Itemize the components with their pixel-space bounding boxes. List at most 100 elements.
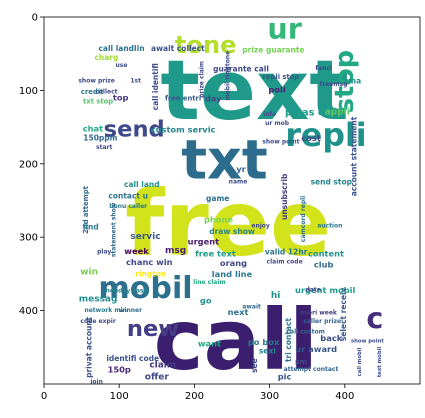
cloud-word: back xyxy=(320,333,342,343)
cloud-word: privat account xyxy=(85,316,94,378)
cloud-word: freemsg xyxy=(320,81,348,88)
y-tick-label: 200 xyxy=(19,159,38,170)
cloud-word: txt stop xyxy=(83,97,113,105)
cloud-word: urgent mobil xyxy=(295,285,355,295)
cloud-word: sm xyxy=(295,358,307,367)
x-tick-label: 100 xyxy=(110,391,129,402)
cloud-word: free entri xyxy=(165,95,201,103)
cloud-word: go xyxy=(200,295,212,305)
cloud-word: draw show xyxy=(209,227,255,236)
cloud-word: xma xyxy=(343,76,361,85)
cloud-word: day xyxy=(205,94,222,104)
y-tick-label: 300 xyxy=(19,233,38,244)
cloud-word: everi week xyxy=(300,309,338,316)
cloud-word: date xyxy=(306,287,321,294)
cloud-word: repli stop xyxy=(263,73,300,81)
y-tick-label: 400 xyxy=(19,306,38,317)
cloud-word: fanci xyxy=(315,65,332,72)
cloud-word: guarante call xyxy=(213,65,269,74)
cloud-word: yr xyxy=(236,164,246,174)
cloud-word: mobil xyxy=(98,271,192,306)
cloud-word: appli xyxy=(325,107,350,117)
cloud-word: mobil ringtone xyxy=(225,51,232,101)
cloud-word: stop xyxy=(330,50,360,113)
plot-background xyxy=(44,17,420,384)
cloud-word: want xyxy=(198,339,221,349)
x-tick-label: 300 xyxy=(260,391,279,402)
cloud-word: hi xyxy=(271,291,281,301)
cloud-word: pleas call xyxy=(285,108,337,119)
cloud-word: po box xyxy=(248,337,280,347)
cloud-word: club xyxy=(314,259,334,269)
axes-frame xyxy=(43,16,421,385)
cloud-word: orang xyxy=(220,258,247,268)
cloud-word: network min xyxy=(84,307,127,314)
cloud-word: ur mob xyxy=(265,120,290,127)
cloud-word: win xyxy=(80,267,98,277)
cloud-word: game xyxy=(206,194,229,203)
cloud-word: call identifi xyxy=(151,63,160,110)
cloud-word: winner xyxy=(119,307,142,314)
cloud-word: 150ppm xyxy=(83,134,117,143)
cloud-word: text mobil xyxy=(377,347,383,378)
cloud-word: await xyxy=(242,303,261,310)
cloud-word: start xyxy=(96,144,112,151)
cloud-word: credit xyxy=(81,88,104,96)
cloud-word: chat xyxy=(83,124,103,134)
cloud-word: chanc win xyxy=(126,257,173,267)
y-tick-label: 0 xyxy=(32,13,38,24)
y-tick-label: 100 xyxy=(19,86,38,97)
cloud-word: contact u xyxy=(108,192,148,201)
cloud-word: servic xyxy=(130,232,160,242)
cloud-word: c xyxy=(366,301,383,335)
cloud-word: cost xyxy=(301,133,321,143)
cloud-word: info xyxy=(263,111,276,118)
cloud-word: find xyxy=(82,222,98,231)
cloud-word: call landlin xyxy=(98,44,144,53)
cloud-word: 2nd attempt xyxy=(82,185,90,233)
cloud-word: show point xyxy=(351,338,384,344)
cloud-word: call mobil xyxy=(357,347,363,376)
cloud-word: poli xyxy=(268,85,285,95)
cloud-word: free text xyxy=(195,248,236,258)
cloud-word: msg xyxy=(165,246,186,256)
x-tick-label: 0 xyxy=(41,391,47,402)
cloud-word: 1st xyxy=(130,77,141,84)
cloud-word: show point xyxy=(262,138,299,145)
cloud-word: tri contact xyxy=(284,318,293,362)
cloud-word: send stop xyxy=(311,178,353,187)
cloud-word: 150p xyxy=(108,364,131,374)
cloud-word: camcord repli xyxy=(300,196,307,242)
cloud-word: next xyxy=(228,307,249,317)
cloud-word: custom servic xyxy=(151,124,216,134)
cloud-word: enjoy xyxy=(251,223,270,230)
cloud-word: statement show xyxy=(110,202,117,257)
cloud-word: show prize xyxy=(78,77,114,84)
cloud-word: rington xyxy=(135,269,166,278)
x-axis: 0 100 200 300 400 xyxy=(41,384,354,402)
cloud-word: send xyxy=(104,116,165,142)
cloud-word: prize claim xyxy=(198,61,205,98)
cloud-word: top xyxy=(113,93,129,103)
cloud-word: collect xyxy=(95,88,117,95)
cloud-word: land line xyxy=(212,269,253,279)
cloud-word: call land xyxy=(124,180,160,189)
cloud-word: txt xyxy=(181,129,268,192)
cloud-word: identifi code xyxy=(106,354,159,363)
cloud-word: see xyxy=(250,358,259,373)
cloud-word: charg xyxy=(94,53,118,62)
cloud-word: play xyxy=(97,248,111,255)
cloud-word: prize guarante xyxy=(242,46,304,55)
cloud-word: ur award xyxy=(295,344,337,354)
y-axis: 0 100 200 300 400 xyxy=(19,13,44,317)
cloud-word: holiday cash xyxy=(106,287,148,294)
cloud-word: messag xyxy=(79,295,118,305)
cloud-word: free xyxy=(125,172,331,277)
cloud-word: name xyxy=(229,179,248,186)
cloud-word: code expir xyxy=(80,318,115,325)
cloud-word: join xyxy=(89,378,103,385)
cloud-word: phone xyxy=(204,215,233,225)
cloud-word: auction xyxy=(317,223,342,230)
